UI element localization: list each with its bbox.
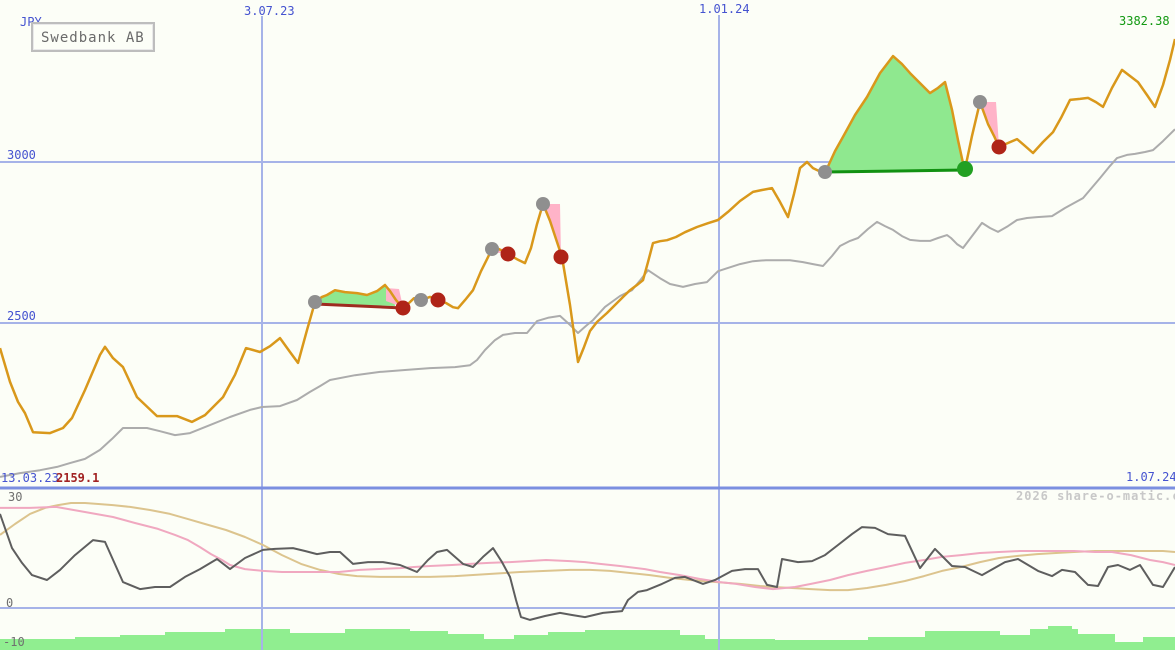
bottom-right-date: 1.07.24 <box>1126 470 1175 484</box>
volume-bar <box>1078 634 1115 650</box>
y-axis-label-3000: 3000 <box>7 148 36 162</box>
volume-bar <box>1115 642 1143 650</box>
loss-area <box>543 204 561 256</box>
stop-loss-dot[interactable] <box>553 249 569 265</box>
volume-bar <box>410 631 448 650</box>
volume-bar <box>1030 629 1048 650</box>
y-axis-label-2500: 2500 <box>7 309 36 323</box>
instrument-box[interactable]: Swedbank AB <box>31 22 155 52</box>
entry-signal-dot[interactable] <box>414 293 428 307</box>
entry-signal-dot[interactable] <box>536 197 550 211</box>
volume-bar <box>345 629 410 650</box>
entry-signal-dot[interactable] <box>818 165 832 179</box>
volume-bar <box>585 630 680 650</box>
volume-bar <box>868 637 925 650</box>
instrument-name: Swedbank AB <box>41 30 145 46</box>
osc-label-30: 30 <box>8 490 23 504</box>
watermark: 2026 share-o-matic.com <box>1016 489 1175 503</box>
stop-loss-dot[interactable] <box>500 246 516 262</box>
entry-signal-dot[interactable] <box>973 95 987 109</box>
loss-area <box>980 102 999 146</box>
osc-label-0: 0 <box>6 596 14 610</box>
volume-bar <box>165 632 225 650</box>
volume-bar <box>1000 635 1030 650</box>
osc-fast-pink-line <box>0 505 1175 591</box>
top-axis-date-2: 1.01.24 <box>699 2 750 16</box>
entry-signal-dot[interactable] <box>485 242 499 256</box>
trail-line-profit <box>824 168 966 174</box>
volume-bar <box>548 632 585 650</box>
stop-loss-dot[interactable] <box>991 139 1007 155</box>
volume-bar <box>514 635 548 650</box>
trail-line-loss <box>314 302 404 310</box>
stop-loss-dot[interactable] <box>430 292 446 308</box>
bottom-left-date: 13.03.23 <box>1 471 59 485</box>
benchmark-line <box>0 128 1175 478</box>
volume-bar <box>775 640 868 650</box>
volume-bar <box>1143 637 1175 650</box>
volume-bar <box>484 639 514 650</box>
price-line <box>0 38 1175 435</box>
last-price-label: 3382.38 <box>1119 14 1170 28</box>
entry-signal-dot[interactable] <box>308 295 322 309</box>
volume-bar <box>225 629 290 650</box>
profit-area <box>825 56 965 172</box>
volume-bar <box>680 635 705 650</box>
osc-slow-tan-line <box>0 502 1175 592</box>
volume-bar <box>448 634 484 650</box>
volume-bar <box>705 639 775 650</box>
volume-bar <box>925 631 1000 650</box>
profit-exit-dot[interactable] <box>957 161 973 177</box>
volume-bar <box>1072 629 1078 650</box>
stop-loss-dot[interactable] <box>395 300 411 316</box>
osc-label-neg10: -10 <box>3 635 25 649</box>
volume-bar <box>75 637 120 650</box>
volume-bar <box>120 635 165 650</box>
volume-bar <box>0 639 75 650</box>
volume-bar <box>290 633 345 650</box>
volume-bar <box>1048 626 1072 650</box>
low-price-label: 2159.1 <box>56 471 100 485</box>
top-axis-date-1: 3.07.23 <box>244 4 295 18</box>
momentum-line <box>0 513 1175 621</box>
